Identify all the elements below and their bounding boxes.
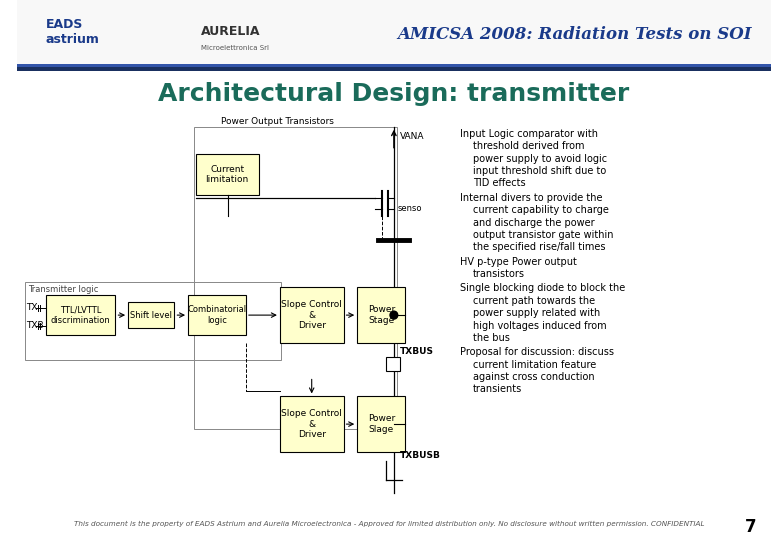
Bar (17, 0, 771, 68)
Bar (193, 127, 397, 429)
Text: AMICSA 2008: Radiation Tests on SOI: AMICSA 2008: Radiation Tests on SOI (397, 26, 752, 43)
Text: transistors: transistors (473, 269, 525, 279)
Text: Slope Control
&
Driver: Slope Control & Driver (282, 409, 342, 439)
Text: the specified rise/fall times: the specified rise/fall times (473, 242, 605, 252)
Text: Transmitter logic: Transmitter logic (29, 285, 99, 294)
Text: TID effects: TID effects (473, 178, 526, 188)
Text: TXBUS: TXBUS (399, 347, 434, 356)
Bar (280, 396, 344, 452)
Text: threshold derived from: threshold derived from (473, 141, 585, 151)
Bar (386, 357, 399, 370)
Text: senso: senso (398, 204, 422, 213)
Bar (17, 68, 771, 71)
Bar (188, 295, 246, 335)
Text: Power
Slage: Power Slage (367, 414, 395, 434)
Bar (196, 153, 258, 195)
Text: high voltages induced from: high voltages induced from (473, 321, 607, 330)
Bar (25, 282, 281, 360)
Text: This document is the property of EADS Astrium and Aurelia Microelectronica - App: This document is the property of EADS As… (74, 521, 704, 528)
Text: against cross conduction: against cross conduction (473, 372, 595, 382)
Text: power supply to avoid logic: power supply to avoid logic (473, 153, 608, 164)
Text: VANA: VANA (399, 132, 424, 141)
Text: current limitation feature: current limitation feature (473, 360, 597, 370)
Text: current path towards the: current path towards the (473, 296, 595, 306)
Text: Shift level: Shift level (130, 310, 172, 320)
Text: and discharge the power: and discharge the power (473, 218, 595, 227)
Text: TXB: TXB (27, 321, 44, 329)
Text: 7: 7 (745, 518, 757, 536)
Text: TX: TX (27, 303, 38, 312)
Text: Single blocking diode to block the: Single blocking diode to block the (459, 284, 625, 293)
Text: current capability to charge: current capability to charge (473, 205, 609, 215)
Bar (280, 287, 344, 343)
Bar (46, 295, 115, 335)
Text: Power
Stage: Power Stage (367, 306, 395, 325)
Text: Internal divers to provide the: Internal divers to provide the (459, 193, 602, 202)
Bar (357, 287, 406, 343)
Text: transients: transients (473, 384, 523, 395)
Text: HV p-type Power output: HV p-type Power output (459, 256, 576, 267)
Text: Architectural Design: transmitter: Architectural Design: transmitter (158, 82, 629, 106)
Text: output transistor gate within: output transistor gate within (473, 230, 614, 240)
Text: TXBUSB: TXBUSB (399, 451, 441, 460)
Text: Microelettronica Srl: Microelettronica Srl (200, 45, 268, 51)
Text: TTL/LVTTL
discrimination: TTL/LVTTL discrimination (51, 306, 111, 325)
Bar (357, 396, 406, 452)
Text: input threshold shift due to: input threshold shift due to (473, 166, 606, 176)
Circle shape (390, 311, 398, 319)
Text: Slope Control
&
Driver: Slope Control & Driver (282, 300, 342, 330)
Text: AURELIA: AURELIA (200, 25, 260, 38)
Text: Input Logic comparator with: Input Logic comparator with (459, 129, 597, 139)
Text: Proposal for discussion: discuss: Proposal for discussion: discuss (459, 347, 614, 357)
Text: the bus: the bus (473, 333, 510, 343)
Text: Combinatorial
logic: Combinatorial logic (187, 306, 246, 325)
Text: Power Output Transistors: Power Output Transistors (222, 117, 335, 126)
Bar (128, 302, 175, 328)
Bar (17, 64, 771, 69)
Text: Current
limitation: Current limitation (205, 165, 249, 184)
Text: power supply related with: power supply related with (473, 308, 601, 318)
Text: EADS
astrium: EADS astrium (46, 18, 100, 46)
